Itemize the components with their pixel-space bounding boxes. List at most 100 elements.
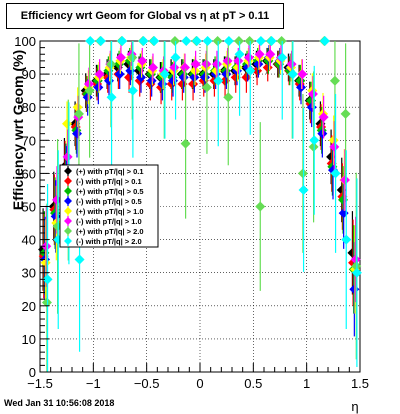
data-point xyxy=(223,92,234,103)
series-6 xyxy=(41,42,361,303)
data-point xyxy=(318,112,329,123)
y-tick-label: 50 xyxy=(22,200,36,215)
data-point xyxy=(253,59,264,70)
legend: (+) with pT/|q| > 0.1(-) with pT/|q| > 0… xyxy=(59,164,159,248)
x-tick-label: 0 xyxy=(196,376,203,391)
data-point xyxy=(243,52,254,63)
data-point xyxy=(137,55,148,66)
data-point xyxy=(340,108,351,119)
legend-marker xyxy=(64,187,72,195)
data-point xyxy=(127,52,138,63)
y-tick-label: 60 xyxy=(22,166,36,181)
data-point xyxy=(266,36,277,46)
legend-marker xyxy=(64,237,72,245)
y-tick-label: 90 xyxy=(22,67,36,82)
data-point xyxy=(114,69,125,80)
x-tick-label: 1.5 xyxy=(351,376,369,391)
x-tick-label: −1 xyxy=(86,376,101,391)
legend-entry: (-) with pT/|q| > 0.1 xyxy=(76,177,142,186)
data-point xyxy=(73,108,84,119)
data-point xyxy=(177,79,188,90)
series-8 xyxy=(42,36,362,372)
data-point xyxy=(84,85,95,96)
data-point xyxy=(115,52,126,63)
data-point xyxy=(350,254,361,265)
y-tick-label: 100 xyxy=(14,34,36,49)
data-point xyxy=(298,184,309,195)
data-point xyxy=(42,274,53,285)
y-tick-label: 70 xyxy=(22,133,36,148)
data-point xyxy=(41,297,52,308)
data-point xyxy=(85,36,96,46)
data-point xyxy=(179,62,190,73)
data-point xyxy=(277,52,288,63)
data-point xyxy=(308,141,319,152)
x-tick-label: 1 xyxy=(303,376,310,391)
legend-entry: (+) with pT/|q| > 2.0 xyxy=(76,227,144,236)
y-axis-label: Efficiency wrt Geom (%) xyxy=(10,50,26,210)
axes: −1.5 −1 −0.5 0 0.5 1 1.5 0 10 20 30 40 50 60 70 80 90 100 xyxy=(14,34,369,391)
legend-entry: (-) with pT/|q| > 0.5 xyxy=(76,197,142,206)
data-point xyxy=(170,52,181,63)
data-point xyxy=(191,36,202,46)
chart-title: Efficiency wrt Geom for Global vs η at p… xyxy=(6,3,284,29)
legend-marker xyxy=(64,197,72,205)
data-point xyxy=(223,36,234,46)
legend-box xyxy=(59,164,159,248)
data-point xyxy=(147,62,158,73)
data-point xyxy=(83,79,94,90)
data-point xyxy=(94,69,105,80)
data-point xyxy=(95,36,106,46)
data-point xyxy=(351,267,362,278)
legend-marker xyxy=(64,167,72,175)
legend-marker xyxy=(64,227,72,235)
data-point xyxy=(255,201,266,212)
data-point xyxy=(287,69,298,80)
data-point xyxy=(127,85,138,96)
data-point xyxy=(201,82,212,93)
data-point xyxy=(169,62,180,73)
y-tick-label: 20 xyxy=(22,299,36,314)
data-point xyxy=(265,49,276,60)
data-point xyxy=(351,261,362,272)
data-point xyxy=(202,36,213,46)
data-point xyxy=(41,241,52,252)
x-axis-label: η xyxy=(351,399,358,414)
data-point xyxy=(105,59,116,70)
legend-entry: (+) with pT/|q| > 1.0 xyxy=(76,207,144,216)
data-point xyxy=(201,59,212,70)
data-point xyxy=(245,65,256,76)
data-point xyxy=(124,72,135,83)
data-point xyxy=(180,138,191,149)
data-point xyxy=(211,59,222,70)
data-point xyxy=(329,75,340,86)
data-point xyxy=(233,36,244,46)
data-point xyxy=(330,168,341,179)
data-point xyxy=(106,92,117,103)
data-point xyxy=(244,36,255,46)
data-point xyxy=(117,36,128,46)
data-point xyxy=(241,72,252,83)
data-point xyxy=(136,72,147,83)
y-tick-label: 30 xyxy=(22,266,36,281)
legend-marker xyxy=(64,207,72,215)
x-tick-label: −0.5 xyxy=(134,376,160,391)
data-point xyxy=(159,69,170,80)
data-point xyxy=(138,36,149,46)
data-point xyxy=(62,151,73,162)
data-point xyxy=(317,128,328,139)
data-point xyxy=(72,102,83,113)
data-point xyxy=(189,72,200,83)
data-point xyxy=(213,75,224,86)
data-point xyxy=(307,88,318,99)
data-point xyxy=(297,69,308,80)
data-point xyxy=(149,36,160,46)
data-point xyxy=(319,36,330,46)
data-point xyxy=(254,49,265,60)
legend-marker xyxy=(64,177,72,185)
legend-marker xyxy=(64,217,72,225)
data-point xyxy=(212,36,223,46)
data-point xyxy=(255,36,266,46)
